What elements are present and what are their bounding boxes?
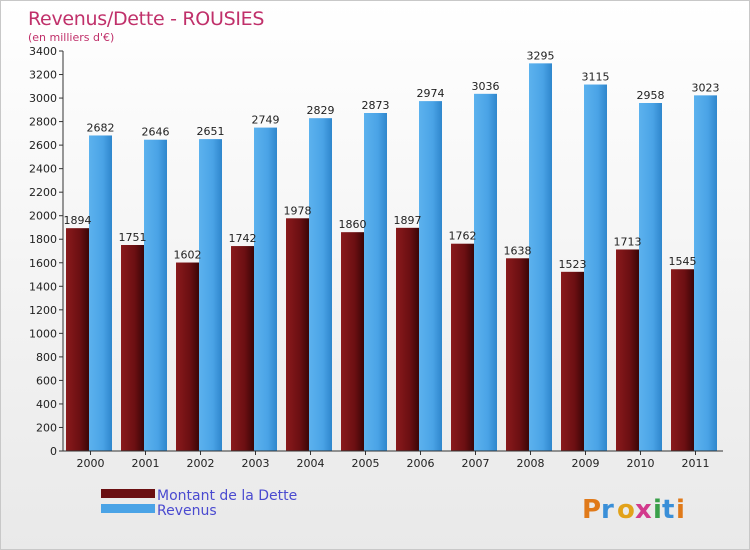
logo-letter-x: x	[635, 495, 652, 525]
value-label-debt: 1897	[394, 214, 422, 227]
x-tick-label: 2005	[352, 457, 380, 470]
bar-revenue	[144, 139, 167, 452]
y-tick-label: 2000	[29, 210, 57, 223]
value-label-debt: 1751	[119, 231, 147, 244]
value-label-revenue: 2682	[87, 121, 115, 134]
logo-letter-t: t	[662, 495, 674, 525]
y-tick-label: 800	[36, 351, 57, 364]
bar-debt	[176, 262, 199, 451]
bar-debt	[671, 269, 694, 451]
bar-debt	[561, 271, 584, 451]
y-tick-label: 1800	[29, 233, 57, 246]
y-tick-label: 3200	[29, 69, 57, 82]
bar-revenue	[639, 103, 662, 451]
value-label-revenue: 2829	[307, 104, 335, 117]
bar-debt	[616, 249, 639, 451]
x-tick-label: 2007	[462, 457, 490, 470]
bar-debt	[506, 258, 529, 451]
value-label-debt: 1713	[614, 235, 642, 248]
value-label-revenue: 2873	[362, 99, 390, 112]
y-axis-ticks: 0 200 400 600 800 1000 1200 1400 1600 1800 2000 220…	[29, 45, 63, 458]
value-label-revenue: 3115	[582, 71, 610, 84]
x-axis-ticks: 2000 2001 2002 2003 2004 2005 2006 2007 2008 2009…	[77, 451, 710, 470]
value-label-debt: 1742	[229, 232, 257, 245]
value-label-revenue: 3295	[527, 49, 555, 62]
value-label-debt: 1545	[669, 255, 697, 268]
bar-revenue	[584, 84, 607, 451]
value-label-debt: 1894	[64, 214, 92, 227]
y-tick-label: 3400	[29, 45, 57, 58]
bar-revenue	[89, 135, 112, 451]
chart-title: Revenus/Dette - ROUSIES	[28, 8, 264, 30]
value-label-revenue: 3023	[692, 81, 720, 94]
y-tick-label: 1600	[29, 257, 57, 270]
bar-revenue	[309, 118, 332, 452]
legend-label-revenue: Revenus	[157, 503, 217, 519]
y-tick-label: 0	[50, 445, 57, 458]
y-tick-label: 600	[36, 374, 57, 387]
value-label-debt: 1602	[174, 249, 202, 262]
y-tick-label: 2800	[29, 116, 57, 129]
bar-revenue	[254, 127, 277, 452]
y-tick-label: 1000	[29, 327, 57, 340]
chart-subtitle: (en milliers d'€)	[28, 31, 114, 44]
bar-debt	[286, 218, 309, 451]
y-tick-label: 2600	[29, 139, 57, 152]
y-tick-label: 2400	[29, 163, 57, 176]
bar-debt	[341, 232, 364, 451]
bar-debt	[451, 243, 474, 451]
bar-debt	[396, 227, 419, 451]
logo-letter-i2: i	[676, 495, 685, 525]
x-tick-label: 2011	[682, 457, 710, 470]
y-tick-label: 1200	[29, 304, 57, 317]
value-label-debt: 1860	[339, 218, 367, 231]
value-label-revenue: 2749	[252, 114, 280, 127]
bars	[66, 63, 717, 452]
bar-debt	[121, 245, 144, 451]
value-label-revenue: 2958	[637, 89, 665, 102]
bar-revenue	[694, 95, 717, 452]
legend-label-debt: Montant de la Dette	[157, 488, 297, 504]
value-label-revenue: 2646	[142, 126, 170, 139]
x-tick-label: 2010	[627, 457, 655, 470]
logo-letter-i: i	[653, 495, 662, 525]
bar-revenue	[529, 63, 552, 452]
logo-letter-r: r	[601, 495, 614, 525]
proxiti-logo: P r o x i t i	[582, 495, 685, 525]
x-tick-label: 2000	[77, 457, 105, 470]
legend-swatch-revenue	[101, 504, 155, 513]
value-label-debt: 1523	[559, 258, 587, 271]
logo-letter-p: P	[582, 495, 601, 525]
x-tick-label: 2009	[572, 457, 600, 470]
bar-revenue	[199, 139, 222, 451]
bar-debt	[66, 228, 89, 451]
bar-revenue	[364, 113, 387, 451]
bar-revenue	[419, 101, 442, 451]
x-tick-label: 2002	[187, 457, 215, 470]
value-labels: 1894 2682 1751 2646 1602 2651 1742 2749 1978 2829…	[64, 49, 720, 270]
y-tick-label: 400	[36, 398, 57, 411]
x-tick-label: 2003	[242, 457, 270, 470]
value-label-debt: 1762	[449, 230, 477, 243]
y-tick-label: 2200	[29, 186, 57, 199]
value-label-revenue: 3036	[472, 80, 500, 93]
bar-debt	[231, 246, 254, 451]
bar-revenue	[474, 93, 497, 451]
x-tick-label: 2001	[132, 457, 160, 470]
legend-swatch-debt	[101, 489, 155, 498]
y-tick-label: 1400	[29, 280, 57, 293]
value-label-debt: 1978	[284, 204, 312, 217]
legend: Montant de la Dette Revenus	[101, 488, 297, 519]
y-tick-label: 3000	[29, 92, 57, 105]
value-label-revenue: 2974	[417, 87, 445, 100]
x-tick-label: 2008	[517, 457, 545, 470]
x-tick-label: 2006	[407, 457, 435, 470]
value-label-debt: 1638	[504, 244, 532, 257]
logo-letter-o: o	[617, 495, 635, 525]
x-tick-label: 2004	[297, 457, 325, 470]
y-tick-label: 200	[36, 421, 57, 434]
value-label-revenue: 2651	[197, 125, 225, 138]
